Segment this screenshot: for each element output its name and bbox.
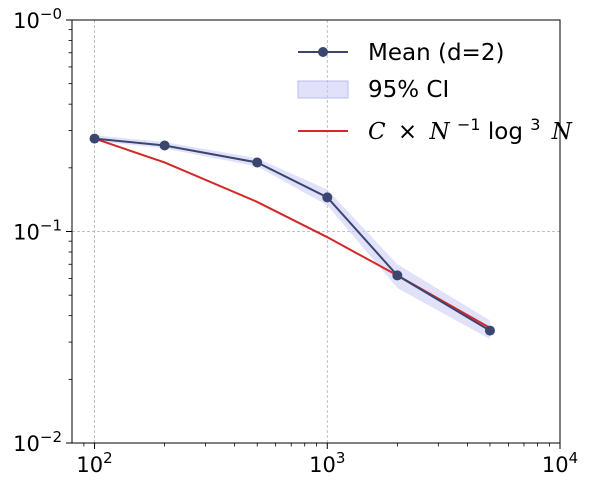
mean-point [484, 325, 495, 336]
y-tick-label: 10−0 [13, 5, 62, 33]
tick-labels: 102 103 104 10−2 10−1 10−0 [13, 5, 578, 477]
mean-point [159, 140, 170, 151]
legend-ci-label: 95% CI [368, 77, 449, 103]
mean-point [392, 270, 403, 281]
series-layer [89, 133, 495, 336]
mean-point [322, 192, 333, 203]
legend-mean-label: Mean (d=2) [368, 40, 504, 66]
mean-point [89, 133, 100, 144]
x-tick-label: 103 [309, 449, 345, 477]
ci-band [94, 135, 490, 340]
legend-ci-swatch [297, 80, 349, 99]
legend-fit-label: C × N −1 log 3 N [368, 110, 573, 145]
y-tick-label: 10−1 [13, 217, 62, 245]
x-tick-label: 102 [76, 449, 112, 477]
legend: Mean (d=2) 95% CI C × N −1 log 3 N [297, 40, 573, 145]
legend-mean-marker [318, 47, 328, 57]
mean-point [252, 157, 263, 168]
ci-band-layer [94, 135, 490, 340]
y-tick-label: 10−2 [13, 428, 62, 456]
x-tick-label: 104 [542, 449, 578, 477]
ticks [66, 19, 561, 449]
mean-line [94, 137, 491, 332]
